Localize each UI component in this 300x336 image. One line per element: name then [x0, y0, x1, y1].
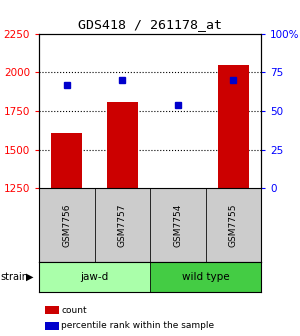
Text: strain: strain	[1, 272, 28, 282]
Text: count: count	[61, 306, 87, 314]
Text: GSM7757: GSM7757	[118, 203, 127, 247]
Text: ▶: ▶	[26, 272, 33, 282]
Text: GSM7755: GSM7755	[229, 203, 238, 247]
Bar	[94, 188, 150, 262]
Bar	[150, 262, 261, 292]
Text: GSM7754: GSM7754	[173, 203, 182, 247]
Bar	[163, 188, 193, 190]
Text: GSM7756: GSM7756	[62, 203, 71, 247]
Bar	[39, 262, 150, 292]
Bar	[218, 65, 248, 188]
Bar	[206, 188, 261, 262]
Text: jaw-d: jaw-d	[80, 272, 109, 282]
Bar	[39, 188, 94, 262]
Title: GDS418 / 261178_at: GDS418 / 261178_at	[78, 18, 222, 31]
Text: wild type: wild type	[182, 272, 229, 282]
Bar	[52, 132, 82, 188]
Bar	[107, 101, 137, 188]
Bar	[150, 188, 206, 262]
Text: percentile rank within the sample: percentile rank within the sample	[61, 322, 214, 330]
